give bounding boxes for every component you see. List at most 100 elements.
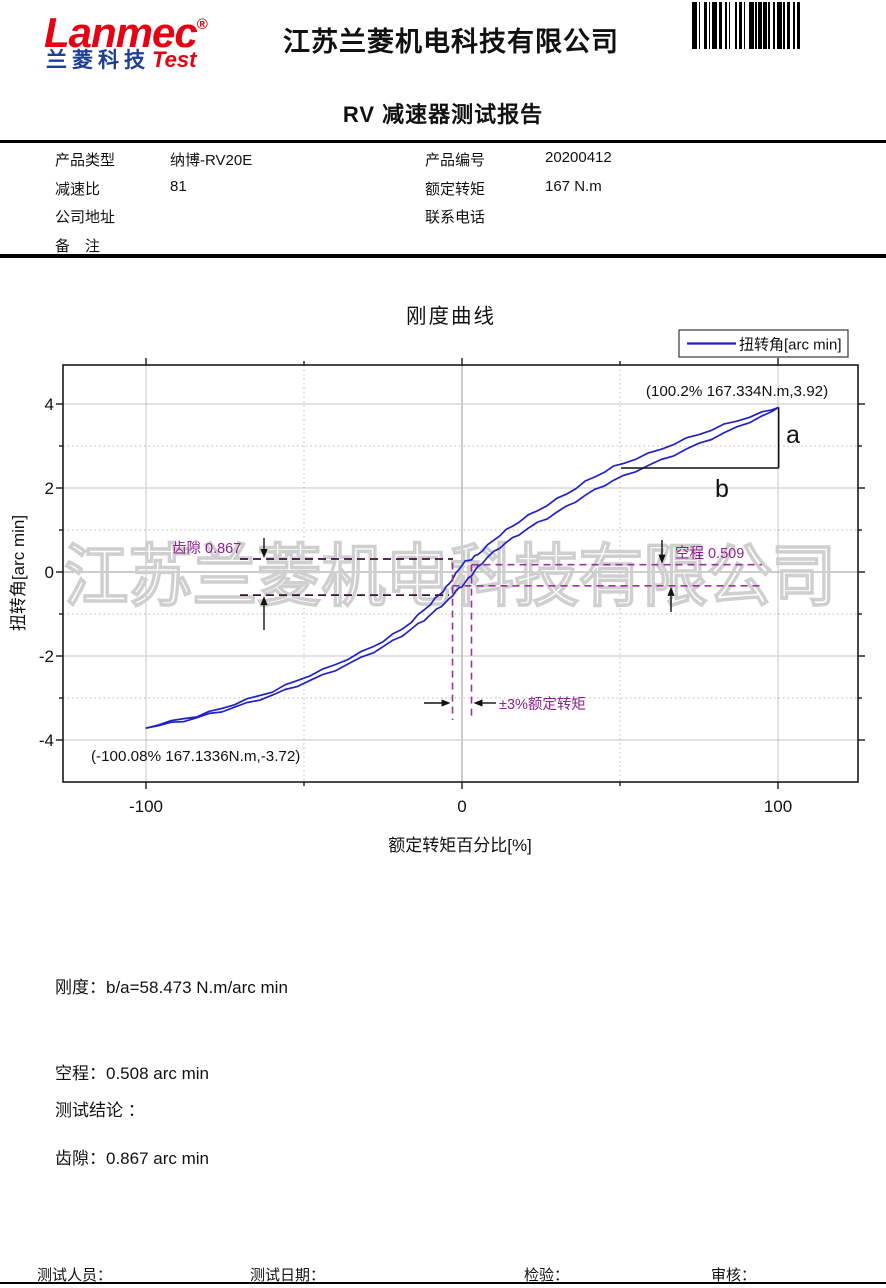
torsion-curve [145, 406, 779, 730]
barcode-bar [738, 2, 742, 49]
table-label: 额定转矩 [425, 181, 486, 198]
barcode-bar [748, 2, 754, 49]
rated-torque-band-annotation: ±3%额定转矩 [499, 696, 586, 713]
plot-area [63, 365, 858, 782]
barcode-bar [753, 2, 756, 49]
x-tick-label: 0 [457, 797, 466, 816]
x-axis-title: 额定转矩百分比[%] [388, 836, 532, 855]
table-value: 81 [170, 178, 187, 195]
barcode-bar [776, 2, 782, 49]
barcode-icon [692, 2, 802, 49]
barcode-bar [756, 2, 759, 49]
barcode-bar [692, 2, 697, 49]
barcode-bar [770, 2, 774, 49]
barcode-bar [745, 2, 749, 49]
barcode-bar [755, 2, 757, 49]
band-right-arrow-head [473, 699, 483, 707]
barcode-bar [763, 2, 767, 49]
stiffness-chart: 江苏兰菱机电科技有限公司 -100 0 100 -4 -2 0 2 4 刚度曲线额定转矩百分比[%… [9, 305, 865, 855]
table-label: 备 注 [55, 238, 101, 255]
lost-motion-result: 空程：0.508 arc min [55, 1063, 209, 1083]
band-left-arrow-head [441, 699, 451, 707]
a-label: a [786, 421, 800, 449]
divider-bottom [0, 254, 886, 258]
barcode-bar [766, 2, 769, 49]
y-tick-label: 0 [45, 563, 54, 582]
barcode-bar [783, 2, 786, 49]
review-label: 审核： [711, 1267, 757, 1284]
footer-divider [0, 1282, 886, 1284]
date-label: 测试日期： [250, 1267, 326, 1284]
table-value: 纳博-RV20E [170, 152, 253, 169]
barcode-bar [785, 2, 787, 49]
table-label: 减速比 [55, 181, 101, 198]
conclusion-label: 测试结论 ： [55, 1101, 145, 1120]
legend-label: 扭转角[arc min] [739, 337, 842, 354]
backlash-up-arrow-head [260, 596, 268, 606]
barcode-bar [697, 2, 699, 49]
barcode-bar [700, 2, 704, 49]
table-label: 公司地址 [55, 209, 116, 226]
barcode-bar [796, 2, 800, 49]
y-tick-label: -2 [39, 647, 54, 666]
barcode-bar [706, 2, 709, 49]
lost-motion-annotation: 空程 0.509 [675, 545, 744, 562]
logo-subtitle: 兰菱科技Test [46, 48, 196, 75]
plot-border [62, 364, 859, 783]
x-tick-label: 100 [764, 797, 792, 816]
barcode-bar [758, 2, 762, 49]
barcode-bar [711, 2, 717, 49]
barcode-bar [781, 2, 784, 49]
b-label: b [715, 475, 729, 503]
barcode-bar [761, 2, 764, 49]
divider-top [0, 140, 886, 143]
y-axis-title: 扭转角[arc min] [9, 515, 28, 631]
valley-annotation: (-100.08% 167.1336N.m,-3.72) [91, 748, 300, 765]
x-tick-label: -100 [129, 797, 163, 816]
barcode-bar [786, 2, 791, 49]
table-value: 20200412 [545, 149, 612, 166]
stiffness-result: 刚度：b/a=58.473 N.m/arc min [55, 978, 288, 997]
barcode-bar [710, 2, 712, 49]
barcode-bar [721, 2, 726, 49]
barcode-bar [741, 2, 744, 49]
barcode-bar [716, 2, 719, 49]
y-tick-label: 2 [45, 479, 54, 498]
barcode-bar [703, 2, 707, 49]
backlash-down-arrow-head [260, 548, 268, 558]
barcode-bar [718, 2, 722, 49]
barcode-bar [735, 2, 737, 49]
barcode-bar [730, 2, 736, 49]
table-value: 167 N.m [545, 178, 602, 195]
report-title: RV 减速器测试报告 [342, 102, 544, 127]
results-block: 刚度：b/a=58.473 N.m/arc min 空程：0.508 arc m… [55, 917, 288, 1231]
logo-text: Lanmec [44, 9, 198, 56]
backlash-annotation: 齿隙 0.867 [172, 540, 241, 557]
barcode-bar [795, 2, 797, 49]
table-label: 产品类型 [55, 152, 116, 169]
barcode-bar [743, 2, 746, 49]
barcode-bar [708, 2, 711, 49]
table-label: 产品编号 [425, 152, 486, 169]
barcode-bar [725, 2, 727, 49]
lost-motion-down-arrow-head [658, 554, 666, 564]
chart-title: 刚度曲线 [406, 305, 496, 328]
barcode-bar [790, 2, 794, 49]
inspect-label: 检验： [524, 1267, 570, 1284]
backlash-result: 齿隙：0.867 arc min [55, 1149, 209, 1168]
logo-subtitle-en: Test [152, 47, 197, 72]
tester-label: 测试人员： [37, 1267, 113, 1284]
barcode-bar [768, 2, 771, 49]
barcode-bar [736, 2, 739, 49]
barcode-bar [728, 2, 731, 49]
company-name: 江苏兰菱机电科技有限公司 [283, 27, 619, 57]
barcode-bar [726, 2, 729, 49]
table-label: 联系电话 [425, 209, 486, 226]
logo-subtitle-cn: 兰菱科技 [46, 49, 150, 72]
peak-annotation: (100.2% 167.334N.m,3.92) [646, 383, 828, 400]
y-tick-label: -4 [39, 731, 54, 750]
barcode-bar [775, 2, 777, 49]
watermark: 江苏兰菱机电科技有限公司 [64, 539, 836, 615]
barcode-bar [800, 2, 802, 49]
